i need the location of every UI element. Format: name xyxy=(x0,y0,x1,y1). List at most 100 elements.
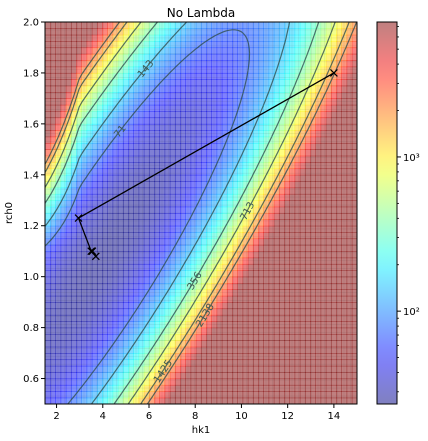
heatmap-cell xyxy=(149,353,155,361)
heatmap-cell xyxy=(180,187,186,195)
heatmap-cell xyxy=(138,232,145,240)
heatmap-cell xyxy=(45,359,51,367)
heatmap-cell xyxy=(221,72,228,80)
heatmap-cell xyxy=(242,308,249,316)
heatmap-cell xyxy=(336,384,342,392)
heatmap-cell xyxy=(133,263,140,271)
heatmap-cell xyxy=(341,79,348,87)
heatmap-cell xyxy=(102,123,108,131)
heatmap-cell xyxy=(279,213,285,220)
heatmap-cell xyxy=(180,384,186,392)
heatmap-cell xyxy=(149,263,155,271)
heatmap-cell xyxy=(227,302,233,310)
heatmap-cell xyxy=(263,263,270,271)
heatmap-cell xyxy=(289,219,296,227)
heatmap-cell xyxy=(242,149,249,157)
heatmap-cell xyxy=(55,372,62,380)
heatmap-cell xyxy=(195,149,202,157)
heatmap-cell xyxy=(45,365,51,373)
heatmap-cell xyxy=(221,47,228,55)
heatmap-cell xyxy=(102,111,108,119)
heatmap-cell xyxy=(294,359,301,367)
heatmap-cell xyxy=(97,41,103,49)
heatmap-cell xyxy=(201,327,207,335)
heatmap-cell xyxy=(289,397,296,404)
heatmap-cell xyxy=(273,359,280,367)
heatmap-cell xyxy=(253,111,259,119)
heatmap-cell xyxy=(86,289,93,297)
heatmap-cell xyxy=(112,353,119,361)
heatmap-cell xyxy=(211,372,218,380)
heatmap-cell xyxy=(159,155,166,163)
heatmap-cell xyxy=(232,244,238,252)
heatmap-cell xyxy=(331,136,337,144)
heatmap-cell xyxy=(294,34,301,42)
heatmap-cell xyxy=(55,104,62,112)
heatmap-cell xyxy=(81,47,88,55)
heatmap-cell xyxy=(253,149,259,157)
heatmap-cell xyxy=(138,66,145,74)
heatmap-cell xyxy=(97,314,103,322)
heatmap-cell xyxy=(97,149,103,157)
heatmap-cell xyxy=(211,85,218,93)
heatmap-cell xyxy=(341,66,348,74)
heatmap-cell xyxy=(60,327,67,335)
heatmap-cell xyxy=(169,391,176,399)
heatmap-cell xyxy=(76,372,82,380)
heatmap-cell xyxy=(123,28,129,36)
heatmap-cell xyxy=(242,372,249,380)
heatmap-cell xyxy=(294,174,301,182)
heatmap-cell xyxy=(149,219,155,227)
heatmap-cell xyxy=(320,168,327,176)
heatmap-cell xyxy=(206,92,212,99)
heatmap-cell xyxy=(216,232,223,240)
heatmap-cell xyxy=(45,295,51,303)
heatmap-cell xyxy=(206,104,212,112)
heatmap-cell xyxy=(169,244,176,252)
heatmap-cell xyxy=(154,181,160,189)
heatmap-cell xyxy=(81,238,88,246)
heatmap-cell xyxy=(268,85,275,93)
heatmap-cell xyxy=(299,200,306,208)
heatmap-cell xyxy=(247,193,254,201)
heatmap-cell xyxy=(258,340,264,348)
heatmap-cell xyxy=(149,302,155,310)
heatmap-cell xyxy=(185,142,192,150)
heatmap-cell xyxy=(195,60,202,68)
heatmap-cell xyxy=(351,155,357,163)
heatmap-cell xyxy=(341,136,348,144)
heatmap-cell xyxy=(258,353,264,361)
heatmap-cell xyxy=(268,384,275,392)
heatmap-cell xyxy=(195,174,202,182)
heatmap-cell xyxy=(351,168,357,176)
heatmap-cell xyxy=(268,340,275,348)
heatmap-cell xyxy=(164,85,171,93)
heatmap-cell xyxy=(112,314,119,322)
heatmap-cell xyxy=(279,270,285,278)
heatmap-cell xyxy=(331,219,337,227)
heatmap-cell xyxy=(175,302,181,310)
heatmap-cell xyxy=(76,308,82,316)
heatmap-cell xyxy=(315,174,322,182)
heatmap-cell xyxy=(107,155,114,163)
heatmap-cell xyxy=(76,283,82,290)
heatmap-cell xyxy=(211,72,218,80)
heatmap-cell xyxy=(206,60,212,68)
heatmap-cell xyxy=(86,314,93,322)
heatmap-cell xyxy=(305,257,311,265)
heatmap-cell xyxy=(190,187,197,195)
heatmap-cell xyxy=(227,181,233,189)
heatmap-cell xyxy=(216,365,223,373)
heatmap-cell xyxy=(97,181,103,189)
heatmap-cell xyxy=(65,372,72,380)
heatmap-cell xyxy=(289,314,296,322)
heatmap-cell xyxy=(341,149,348,157)
heatmap-cell xyxy=(299,232,306,240)
heatmap-cell xyxy=(237,353,244,361)
heatmap-cell xyxy=(253,391,259,399)
heatmap-cell xyxy=(279,174,285,182)
heatmap-cell xyxy=(81,168,88,176)
heatmap-cell xyxy=(169,22,176,29)
heatmap-cell xyxy=(195,244,202,252)
